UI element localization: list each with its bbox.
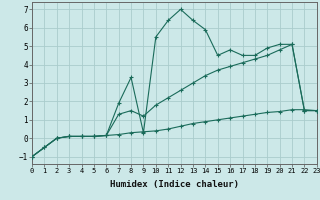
X-axis label: Humidex (Indice chaleur): Humidex (Indice chaleur) xyxy=(110,180,239,189)
